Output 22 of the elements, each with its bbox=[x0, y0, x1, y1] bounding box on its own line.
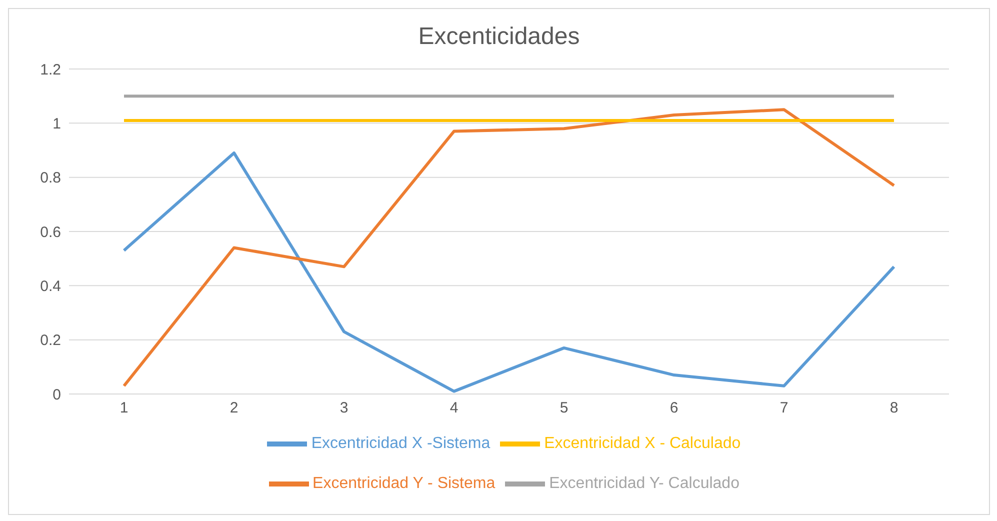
x-tick-label: 6 bbox=[670, 400, 678, 417]
y-tick-label: 0.2 bbox=[40, 332, 61, 350]
x-tick-label: 5 bbox=[560, 400, 568, 417]
x-tick-label: 2 bbox=[230, 400, 238, 417]
x-tick-label: 4 bbox=[450, 400, 458, 417]
x-tick-label: 8 bbox=[890, 400, 898, 417]
legend-label: Excentricidad Y- Calculado bbox=[549, 475, 740, 492]
y-tick-label: 0.4 bbox=[40, 278, 61, 295]
y-tick-label: 0.8 bbox=[40, 170, 61, 187]
legend-label: Excentricidad X - Calculado bbox=[544, 435, 741, 452]
x-tick-label: 1 bbox=[120, 400, 128, 417]
x-tick-label: 3 bbox=[340, 400, 348, 417]
chart-title: Excenticidades bbox=[417, 22, 581, 52]
legend-label: Excentricidad Y - Sistema bbox=[312, 475, 496, 492]
y-tick-label: 0.6 bbox=[40, 224, 61, 241]
line-series bbox=[122, 151, 896, 393]
y-tick-label: 1 bbox=[52, 115, 61, 132]
y-tick-label: 0 bbox=[52, 386, 61, 404]
x-tick-label: 7 bbox=[780, 400, 788, 417]
y-tick-label: 1.2 bbox=[40, 61, 61, 78]
line-series bbox=[122, 108, 896, 388]
legend-label: Excentricidad X -Sistema bbox=[311, 435, 490, 452]
